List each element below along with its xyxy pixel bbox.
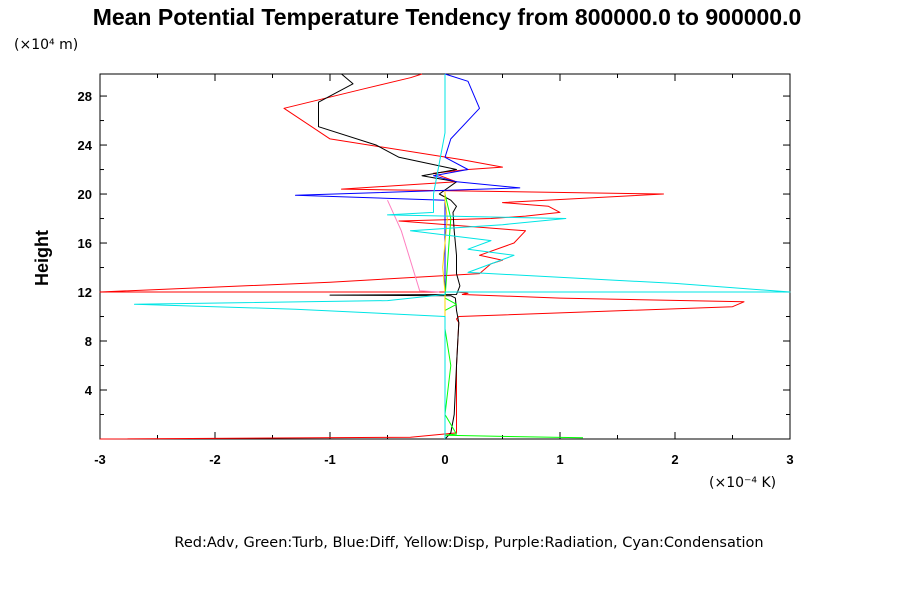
y-axis-label: Height xyxy=(32,230,52,286)
y-unit-label: (×10⁴ m) xyxy=(14,37,78,53)
y-tick-label: 4 xyxy=(85,383,93,398)
y-tick-label: 28 xyxy=(78,89,92,104)
x-unit-label: (×10⁻⁴ K) xyxy=(709,475,776,491)
x-tick-label: 0 xyxy=(441,452,448,467)
x-tick-label: 2 xyxy=(671,452,678,467)
chart-title: Mean Potential Temperature Tendency from… xyxy=(93,4,802,30)
legend-text: Red:Adv, Green:Turb, Blue:Diff, Yellow:D… xyxy=(174,535,763,551)
y-tick-label: 24 xyxy=(78,138,93,153)
series-group xyxy=(99,73,791,440)
y-tick-label: 8 xyxy=(85,334,92,349)
y-tick-label: 16 xyxy=(78,236,92,251)
x-tick-label: -2 xyxy=(209,452,221,467)
series-line-7 xyxy=(134,74,791,439)
y-tick-label: 12 xyxy=(78,285,92,300)
series-line-2 xyxy=(318,73,461,440)
x-tick-label: 3 xyxy=(786,452,793,467)
y-ticks: 4 8 12 16 20 24 28 xyxy=(78,89,790,416)
x-ticks: -3 -2 -1 0 1 2 3 xyxy=(94,74,794,467)
y-tick-label: 20 xyxy=(78,187,92,202)
series-line-1 xyxy=(99,73,745,440)
x-tick-label: -1 xyxy=(324,452,336,467)
x-tick-label: 1 xyxy=(556,452,563,467)
x-tick-label: -3 xyxy=(94,452,106,467)
